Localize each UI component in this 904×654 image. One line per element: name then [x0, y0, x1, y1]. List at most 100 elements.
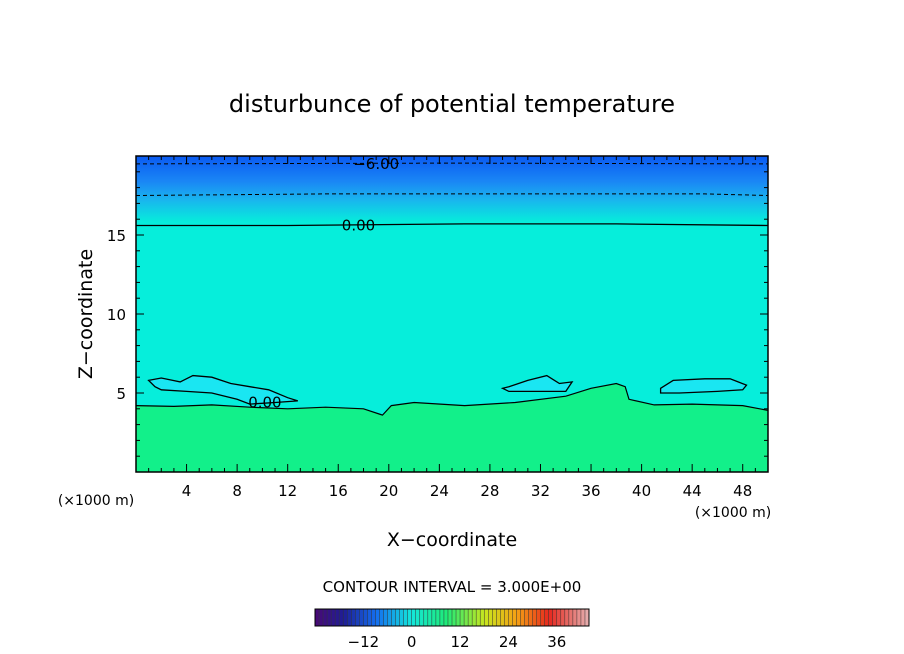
colorbar-swatch [512, 609, 517, 626]
x-tick-label: 40 [632, 482, 651, 500]
x-unit-left: (×1000 m) [58, 493, 134, 509]
x-tick-label: 36 [581, 482, 600, 500]
y-tick-label: 15 [107, 227, 126, 245]
colorbar-swatch [476, 609, 481, 626]
x-tick-label: 16 [329, 482, 348, 500]
y-tick-label: 10 [107, 306, 126, 324]
colorbar-swatch [560, 609, 566, 626]
colorbar-swatch [472, 609, 477, 626]
colorbar-swatch [540, 609, 545, 626]
colorbar-swatch [504, 609, 509, 626]
colorbar-swatch [371, 609, 376, 626]
colorbar-swatch [319, 609, 324, 626]
x-tick-label: 32 [531, 482, 550, 500]
x-tick-label: 12 [278, 482, 297, 500]
colorbar-tick-label: 36 [547, 633, 566, 651]
colorbar-swatch [548, 609, 554, 626]
colorbar-swatch [339, 609, 344, 626]
colorbar-swatch [488, 609, 493, 626]
colorbar-swatch [480, 609, 485, 626]
colorbar-swatch [427, 609, 433, 626]
colorbar-swatch [508, 609, 513, 626]
x-tick-label: 44 [683, 482, 702, 500]
colorbar-swatch [383, 609, 388, 626]
x-tick-label: 48 [733, 482, 752, 500]
chart-title: disturbunce of potential temperature [229, 90, 675, 118]
colorbar-swatch [351, 609, 356, 626]
colorbar-swatch [468, 609, 473, 626]
lower-zero-contour [135, 382, 769, 416]
colorbar-swatch [431, 609, 437, 626]
x-tick-label: 20 [379, 482, 398, 500]
colorbar-swatch [435, 609, 441, 626]
colorbar-swatch [532, 609, 537, 626]
colorbar-swatch [572, 609, 578, 626]
y-axis-label: Z−coordinate [75, 249, 97, 379]
colorbar-tick-label: 0 [407, 633, 417, 651]
colorbar-swatch [399, 609, 404, 626]
x-tick-label: 8 [232, 482, 242, 500]
colorbar-swatch [492, 609, 497, 626]
colorbar-swatch [496, 609, 501, 626]
x-axis-label: X−coordinate [387, 529, 517, 551]
contour-label: −6.00 [353, 155, 399, 173]
colorbar-swatch [528, 609, 533, 626]
colorbar-swatch [379, 609, 384, 626]
colorbar-swatch [456, 609, 461, 626]
y-tick-label: 5 [116, 385, 126, 403]
colorbar-swatch [439, 609, 445, 626]
contour-cell-left [147, 374, 298, 405]
x-tick-label: 24 [430, 482, 449, 500]
colorbar-swatch [415, 609, 421, 626]
colorbar-swatch [407, 609, 413, 626]
contour-label: 0.00 [248, 394, 281, 412]
colorbar-swatch [580, 609, 586, 626]
negative-contour-2 [135, 162, 769, 165]
colorbar-swatch [347, 609, 352, 626]
colorbar-swatch [355, 609, 360, 626]
colorbar-swatch [363, 609, 368, 626]
colorbar-swatch [576, 609, 582, 626]
colorbar-swatch [452, 609, 457, 626]
colorbar-swatch [367, 609, 372, 626]
colorbar-swatch [375, 609, 380, 626]
colorbar-tick-label: −12 [348, 633, 380, 651]
colorbar: −12 0 12 24 36 [314, 608, 590, 651]
colorbar-swatch [500, 609, 505, 626]
contour-cell-middle [500, 374, 574, 393]
negative-contour-1 [135, 193, 769, 196]
colorbar-swatch [315, 609, 320, 626]
colorbar-swatch [556, 609, 562, 626]
colorbar-swatch [552, 609, 558, 626]
colorbar-swatch [484, 609, 489, 626]
contour-cell-right [659, 378, 748, 394]
colorbar-swatch [564, 609, 570, 626]
colorbar-swatch [568, 609, 574, 626]
contour-interval-text: CONTOUR INTERVAL = 3.000E+00 [323, 578, 582, 596]
plot-frame [135, 155, 769, 473]
x-unit-right: (×1000 m) [695, 505, 771, 521]
colorbar-swatch [323, 609, 328, 626]
colorbar-swatch [335, 609, 340, 626]
colorbar-swatch [464, 609, 469, 626]
colorbar-swatch [387, 609, 392, 626]
x-tick-label: 28 [480, 482, 499, 500]
colorbar-swatch [423, 609, 429, 626]
colorbar-frame [314, 608, 590, 627]
colorbar-tick-label: 12 [451, 633, 470, 651]
colorbar-swatch [411, 609, 417, 626]
colorbar-swatch [395, 609, 400, 626]
colorbar-swatch [447, 609, 453, 626]
colorbar-swatch [403, 609, 408, 626]
colorbar-swatch [516, 609, 521, 626]
colorbar-swatch [584, 609, 590, 626]
colorbar-swatch [536, 609, 541, 626]
colorbar-swatch [524, 609, 529, 626]
colorbar-swatch [327, 609, 332, 626]
colorbar-tick-label: 24 [499, 633, 518, 651]
colorbar-swatch [331, 609, 336, 626]
colorbar-swatch [359, 609, 364, 626]
plot-area: −6.000.000.00 4 8 12 16 20 24 28 32 36 40 44 48 510… [107, 155, 769, 500]
contour-label: 0.00 [342, 217, 375, 235]
